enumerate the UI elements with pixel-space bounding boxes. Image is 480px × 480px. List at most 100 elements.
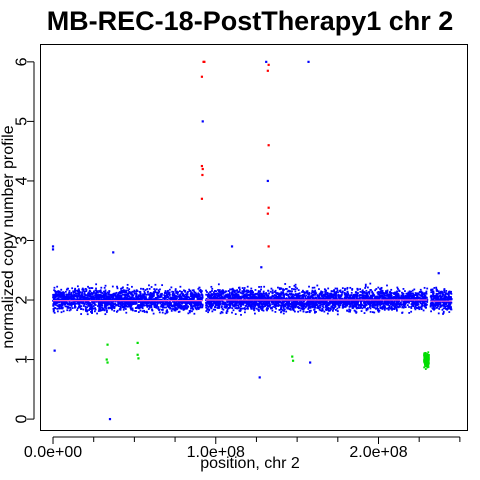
data-point: [367, 301, 369, 303]
data-point: [124, 301, 127, 304]
data-point: [119, 301, 122, 304]
data-point: [126, 294, 129, 297]
data-point: [167, 293, 170, 295]
data-point: [90, 308, 93, 311]
data-point: [171, 308, 174, 310]
data-point: [97, 310, 100, 312]
data-point: [97, 291, 99, 294]
data-point: [119, 307, 122, 309]
data-point: [146, 311, 148, 314]
data-point: [305, 304, 308, 307]
data-point: [302, 308, 304, 310]
data-point: [392, 301, 395, 304]
data-point: [322, 306, 325, 309]
data-point: [414, 308, 417, 311]
data-point: [163, 303, 166, 306]
data-point: [400, 296, 403, 299]
data-point: [285, 287, 288, 290]
data-point: [385, 290, 387, 293]
data-point: [216, 295, 219, 298]
data-point: [349, 298, 351, 300]
data-point: [175, 290, 178, 293]
data-point: [173, 309, 176, 312]
data-point: [180, 292, 183, 295]
data-point: [78, 298, 80, 301]
data-point: [242, 307, 245, 310]
data-point: [377, 293, 380, 296]
data-point: [189, 309, 192, 312]
data-point: [194, 304, 197, 307]
data-point: [120, 301, 123, 304]
data-point: [286, 299, 289, 302]
data-point: [387, 296, 390, 299]
data-point: [290, 301, 293, 304]
data-point: [421, 297, 424, 300]
data-point: [391, 304, 394, 307]
data-point: [357, 303, 359, 306]
data-point: [168, 304, 171, 307]
data-point: [98, 290, 100, 292]
data-point: [123, 298, 126, 301]
data-point: [412, 298, 415, 301]
data-point: [73, 291, 76, 294]
data-point: [155, 301, 158, 304]
data-point: [323, 288, 326, 291]
data-point: [197, 308, 200, 310]
data-point: [195, 303, 198, 306]
data-point: [276, 302, 279, 305]
data-point: [63, 302, 66, 304]
data-point: [179, 293, 182, 296]
data-point: [339, 294, 341, 297]
data-point: [137, 311, 140, 314]
data-point: [307, 308, 310, 310]
data-point: [160, 303, 163, 306]
data-point: [172, 297, 175, 299]
data-point: [212, 304, 214, 307]
data-point: [334, 294, 337, 296]
data-point: [77, 301, 80, 304]
data-point: [112, 295, 115, 298]
data-point: [330, 294, 333, 297]
data-point: [239, 307, 242, 310]
data-point: [99, 289, 102, 292]
data-point: [308, 291, 311, 294]
data-point: [389, 290, 392, 293]
data-point: [101, 294, 104, 297]
data-point: [119, 302, 121, 305]
data-point: [64, 302, 67, 305]
data-point: [374, 289, 377, 292]
data-point: [165, 311, 168, 314]
data-point: [257, 308, 260, 311]
data-point: [315, 292, 318, 295]
data-point: [61, 298, 64, 301]
data-point: [104, 305, 107, 308]
data-point: [116, 287, 119, 290]
data-point: [172, 291, 175, 293]
data-point: [221, 297, 223, 299]
data-point: [397, 297, 400, 300]
data-point: [335, 301, 338, 304]
data-point: [234, 313, 237, 315]
data-point: [175, 302, 178, 304]
data-point: [133, 289, 136, 292]
data-point: [70, 298, 72, 301]
data-point: [227, 306, 230, 309]
data-point: [91, 301, 94, 303]
data-point: [137, 298, 139, 301]
data-point: [318, 300, 321, 303]
data-point: [299, 309, 302, 312]
data-point: [389, 293, 392, 295]
data-point: [376, 306, 379, 309]
data-point: [338, 297, 341, 299]
data-point: [131, 290, 134, 293]
data-point: [379, 307, 382, 310]
data-point: [357, 306, 359, 309]
data-point: [266, 305, 269, 308]
data-point: [297, 310, 300, 313]
data-point: [316, 284, 319, 287]
data-point: [331, 290, 334, 293]
data-point: [344, 305, 347, 308]
data-point: [291, 297, 294, 299]
data-point: [423, 286, 426, 289]
data-point: [403, 297, 406, 300]
